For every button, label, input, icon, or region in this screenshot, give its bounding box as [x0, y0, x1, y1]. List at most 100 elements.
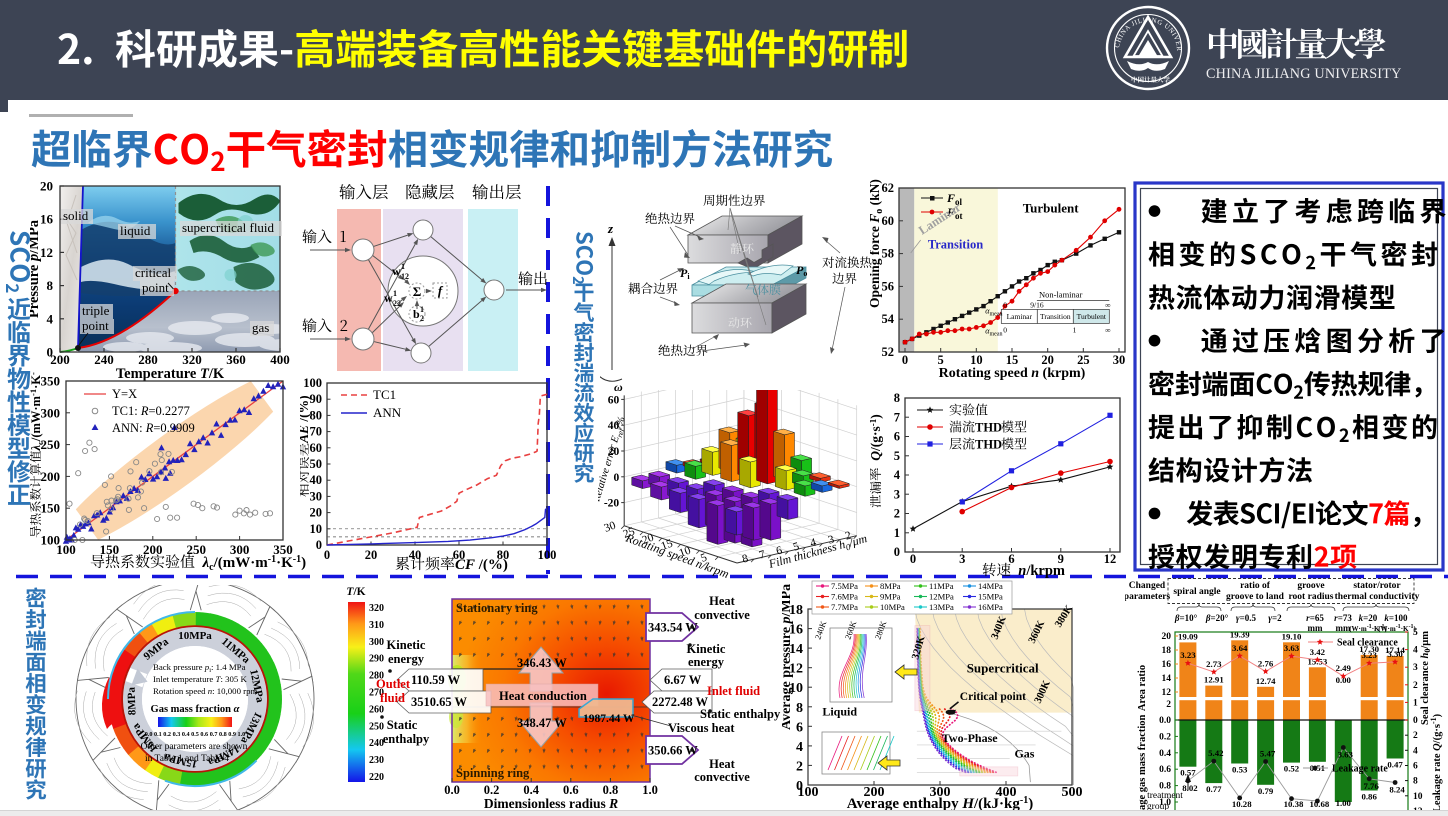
- svg-text:Pi: Pi: [680, 266, 690, 281]
- svg-text:30: 30: [1113, 353, 1126, 367]
- svg-text:60: 60: [453, 548, 466, 562]
- svg-text:270: 270: [369, 688, 384, 699]
- svg-text:360: 360: [226, 352, 246, 367]
- svg-text:25: 25: [622, 525, 637, 540]
- svg-text:60: 60: [882, 214, 895, 228]
- svg-text:Critical point: Critical point: [960, 691, 1026, 703]
- svg-text:200: 200: [50, 352, 70, 367]
- svg-text:280: 280: [369, 671, 384, 682]
- svg-text:14MPa: 14MPa: [978, 581, 1003, 591]
- svg-text:2.49: 2.49: [1336, 663, 1352, 673]
- svg-text:40: 40: [608, 420, 620, 432]
- svg-text:25: 25: [1077, 353, 1090, 367]
- svg-text:2: 2: [796, 759, 803, 774]
- svg-text:100: 100: [56, 542, 76, 557]
- svg-text:enthalpy: enthalpy: [383, 732, 430, 746]
- svg-text:7.7MPa: 7.7MPa: [831, 602, 858, 612]
- svg-text:0: 0: [796, 779, 803, 794]
- svg-text:0.6: 0.6: [563, 783, 579, 797]
- svg-text:300: 300: [41, 405, 61, 420]
- svg-text:310: 310: [369, 620, 384, 631]
- svg-text:40: 40: [310, 473, 323, 487]
- svg-text:THD: THD: [975, 421, 1002, 435]
- svg-text:∞: ∞: [1105, 300, 1110, 309]
- svg-text:stator/rotor: stator/rotor: [1353, 581, 1401, 591]
- svg-text:10MPa: 10MPa: [178, 630, 212, 642]
- svg-text:0.8: 0.8: [603, 783, 619, 797]
- svg-text:Temperature T/K: Temperature T/K: [116, 366, 225, 382]
- svg-text:0.0: 0.0: [444, 783, 460, 797]
- svg-text:200: 200: [864, 785, 885, 800]
- svg-text:12.91: 12.91: [1204, 675, 1224, 685]
- svg-text:Changed: Changed: [1129, 581, 1166, 591]
- svg-text:1.0: 1.0: [1159, 798, 1171, 808]
- svg-text:12: 12: [789, 662, 803, 677]
- svg-text:4: 4: [1413, 746, 1418, 756]
- svg-text:7: 7: [894, 410, 900, 424]
- svg-text:17.30: 17.30: [1359, 644, 1379, 654]
- svg-text:9/16: 9/16: [1030, 300, 1044, 309]
- svg-text:50: 50: [310, 457, 323, 471]
- svg-text:8: 8: [741, 552, 750, 565]
- svg-text:CF /(%): CF /(%): [455, 557, 508, 573]
- svg-text:200: 200: [143, 542, 163, 557]
- svg-text:17.14: 17.14: [1385, 645, 1405, 655]
- svg-text:Average gas mass fraction: Average gas mass fraction: [1137, 714, 1148, 816]
- svg-text:AE /(%): AE /(%): [300, 395, 311, 444]
- svg-text:110.59 W: 110.59 W: [411, 673, 461, 687]
- svg-text:20: 20: [310, 506, 323, 520]
- svg-text:triple: triple: [82, 303, 110, 318]
- svg-text:mm: mm: [1308, 623, 1323, 633]
- svg-text:4: 4: [894, 468, 901, 482]
- svg-text:treatment: treatment: [1147, 791, 1183, 801]
- svg-text:Stationary ring: Stationary ring: [456, 601, 538, 615]
- svg-text:solid: solid: [63, 208, 89, 223]
- svg-text:n/krpm: n/krpm: [1018, 563, 1065, 579]
- svg-text:6.67 W: 6.67 W: [664, 673, 702, 687]
- svg-text:Spinning ring: Spinning ring: [456, 766, 530, 780]
- svg-text:convective: convective: [694, 608, 750, 622]
- svg-text:60: 60: [608, 394, 620, 406]
- svg-text:0.0 0.1 0.2 0.3 0.4 0.5 0.6 0.: 0.0 0.1 0.2 0.3 0.4 0.5 0.6 0.7 0.8 0.9 …: [145, 731, 246, 738]
- svg-text:Back pressure pi: 1.4 MPa: Back pressure pi: 1.4 MPa: [153, 662, 246, 674]
- svg-text:320: 320: [369, 603, 384, 614]
- svg-text:6: 6: [1413, 761, 1418, 771]
- svg-text:10: 10: [310, 522, 323, 536]
- svg-text:0: 0: [1413, 716, 1418, 726]
- svg-text:1.00: 1.00: [1336, 798, 1352, 808]
- svg-text:7: 7: [758, 548, 767, 561]
- svg-text:Kinetic: Kinetic: [687, 642, 726, 656]
- svg-text:(W·m-1·K-1): (W·m-1·K-1): [1378, 624, 1416, 633]
- svg-text:250: 250: [186, 542, 206, 557]
- svg-text:0.2: 0.2: [484, 783, 500, 797]
- svg-text:Σ: Σ: [413, 284, 422, 299]
- svg-text:b: b: [413, 307, 420, 321]
- svg-text:groove to land: groove to land: [1226, 592, 1285, 602]
- svg-text:0.8: 0.8: [1159, 782, 1171, 792]
- svg-text:2: 2: [1413, 681, 1418, 691]
- svg-text:w: w: [384, 291, 393, 305]
- svg-text:0: 0: [910, 552, 916, 566]
- svg-text:10.38: 10.38: [1284, 799, 1304, 809]
- svg-text:thermal conductivity: thermal conductivity: [1335, 592, 1420, 602]
- svg-text:80: 80: [497, 548, 510, 562]
- svg-text:3.63: 3.63: [1338, 750, 1354, 760]
- svg-text:Viscous heat: Viscous heat: [668, 721, 735, 735]
- svg-text:1.0: 1.0: [642, 783, 658, 797]
- svg-text:9: 9: [1058, 552, 1064, 566]
- svg-text:Other parameters are shown: Other parameters are shown: [141, 742, 248, 752]
- svg-text:Average enthalpy H/(kJ·kg-1): Average enthalpy H/(kJ·kg-1): [847, 795, 1033, 812]
- svg-text:8MPa: 8MPa: [880, 581, 901, 591]
- svg-text:2.76: 2.76: [1258, 658, 1274, 668]
- svg-text:spiral angle: spiral angle: [1173, 587, 1220, 597]
- svg-text:12.74: 12.74: [1256, 676, 1276, 686]
- svg-text:0.6: 0.6: [1159, 765, 1171, 775]
- svg-text:5: 5: [938, 353, 944, 367]
- svg-text:-20: -20: [604, 498, 620, 510]
- svg-text:4: 4: [796, 740, 803, 755]
- svg-text:150: 150: [41, 501, 61, 516]
- svg-text:240: 240: [369, 738, 384, 749]
- svg-text:0: 0: [613, 472, 619, 484]
- svg-text:Rotating speed n (krpm): Rotating speed n (krpm): [939, 366, 1086, 381]
- svg-text:100: 100: [798, 785, 819, 800]
